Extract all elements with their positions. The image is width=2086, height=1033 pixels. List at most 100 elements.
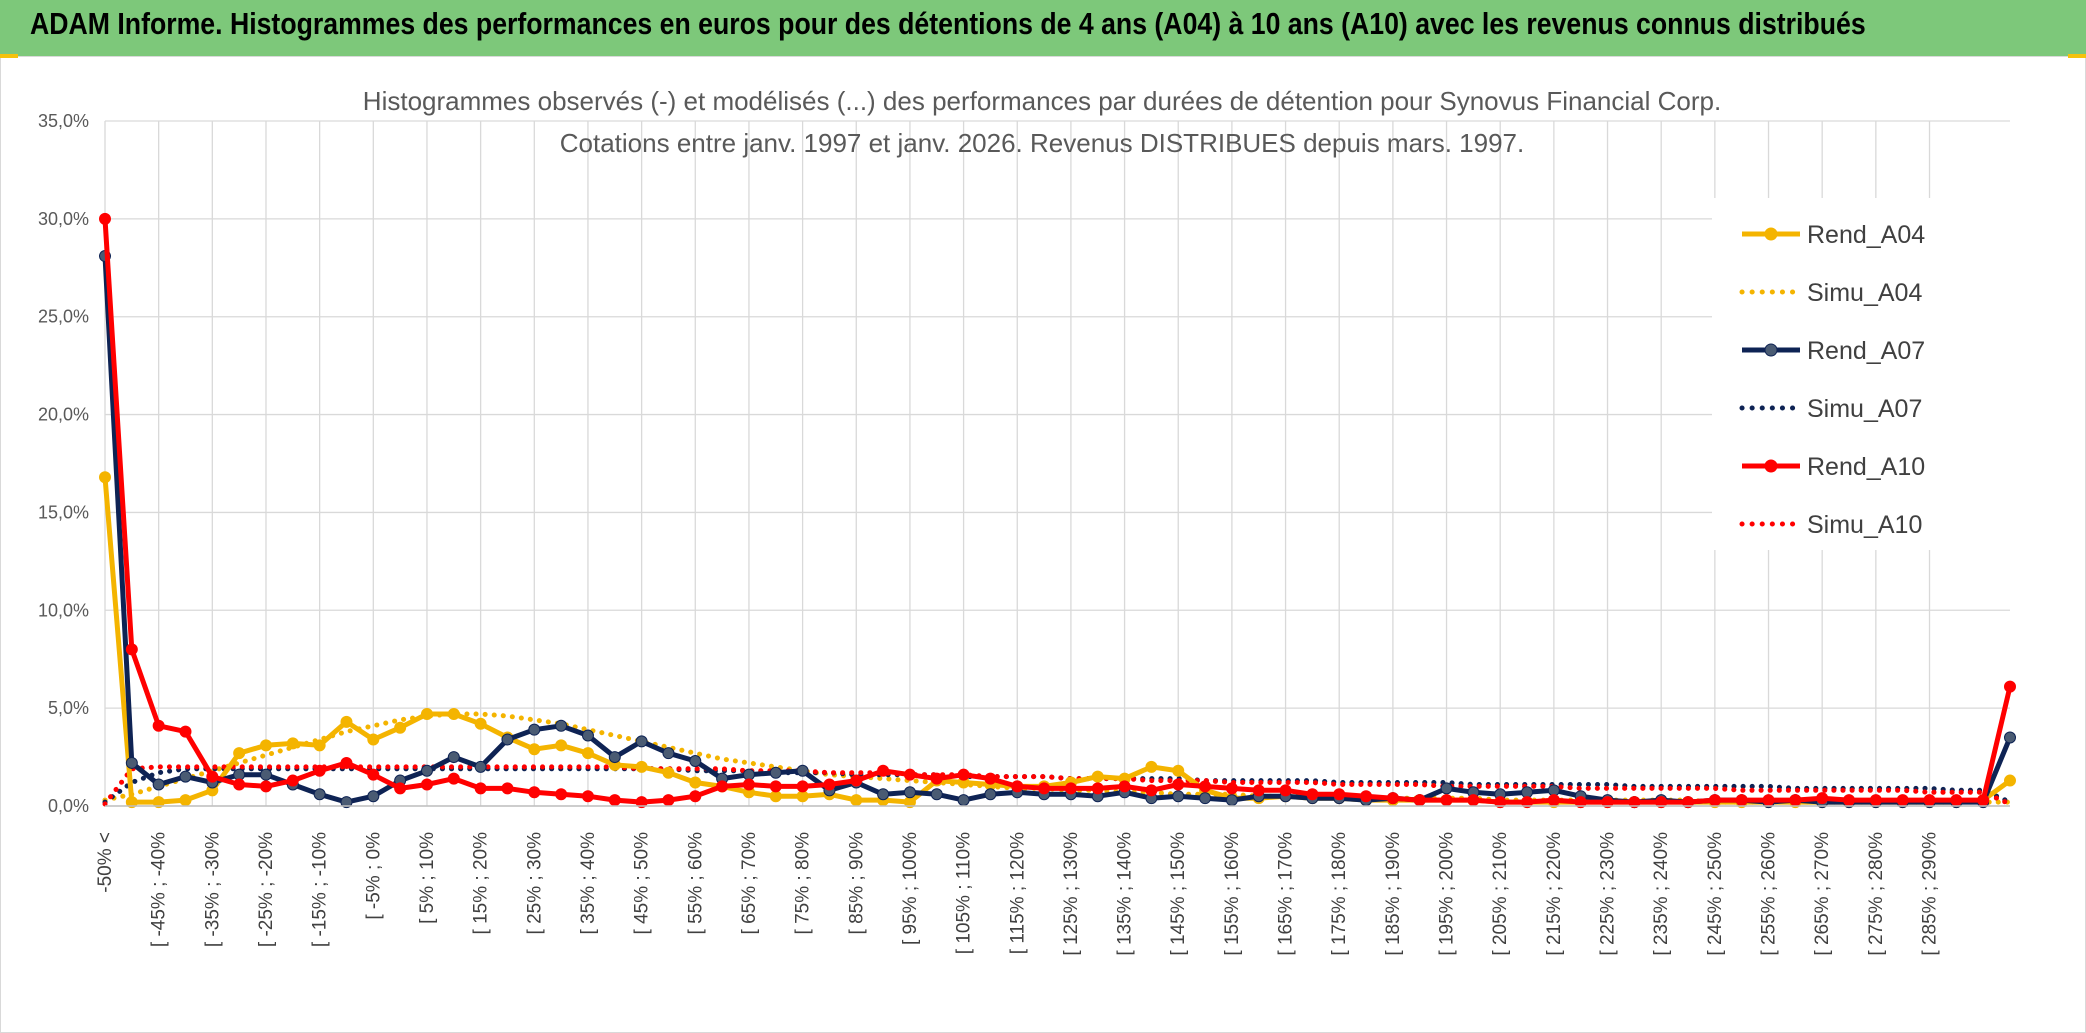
data-point-rend-a10 xyxy=(1601,796,1614,809)
data-point-rend-a07 xyxy=(555,719,568,732)
data-point-rend-a10 xyxy=(179,725,192,738)
data-point-rend-a04 xyxy=(474,717,487,730)
data-point-rend-a10 xyxy=(501,782,514,795)
y-tick-label: 25,0% xyxy=(38,307,89,327)
data-point-rend-a07 xyxy=(125,756,138,769)
x-tick-label: [ 175% ; 180% xyxy=(1329,832,1350,956)
data-point-rend-a10 xyxy=(1789,794,1802,807)
data-point-rend-a10 xyxy=(313,764,326,777)
x-tick-label: [ -35% ; -30% xyxy=(202,832,223,947)
data-point-rend-a10 xyxy=(1923,794,1936,807)
data-point-rend-a10 xyxy=(742,778,755,791)
data-point-rend-a04 xyxy=(367,733,380,746)
data-point-rend-a10 xyxy=(1225,782,1238,795)
data-point-rend-a10 xyxy=(125,643,138,656)
data-point-rend-a07 xyxy=(1440,782,1453,795)
data-point-rend-a10 xyxy=(1199,780,1212,793)
data-point-rend-a07 xyxy=(2004,731,2016,744)
corner-mark-left xyxy=(0,54,18,58)
corner-mark-right xyxy=(2068,54,2086,58)
data-point-rend-a07 xyxy=(1225,794,1238,807)
data-point-rend-a10 xyxy=(259,780,272,793)
data-point-rend-a10 xyxy=(823,778,836,791)
data-point-rend-a10 xyxy=(1494,796,1507,809)
data-point-rend-a10 xyxy=(1360,790,1373,803)
legend-swatch-marker xyxy=(1764,459,1778,473)
data-point-rend-a10 xyxy=(1172,778,1185,791)
data-point-rend-a07 xyxy=(984,788,997,801)
header-banner: ADAM Informe. Histogrammes des performan… xyxy=(0,0,2086,57)
data-point-rend-a10 xyxy=(1655,796,1668,809)
data-point-rend-a04 xyxy=(662,766,675,779)
data-point-rend-a10 xyxy=(957,768,970,781)
x-tick-label: [ 185% ; 190% xyxy=(1383,832,1404,956)
x-tick-label: [ -15% ; -10% xyxy=(310,832,331,947)
data-point-rend-a04 xyxy=(152,796,165,809)
data-point-rend-a04 xyxy=(420,708,433,721)
data-point-rend-a10 xyxy=(1896,794,1909,807)
x-tick-label: [ 95% ; 100% xyxy=(900,832,921,945)
data-point-rend-a07 xyxy=(903,786,916,799)
data-point-rend-a04 xyxy=(447,708,460,721)
axis-layer: 0,0% 5,0% 10,0% 15,0% 20,0% 25,0% 30,0% 35,0% -5… xyxy=(38,111,2010,956)
data-point-rend-a10 xyxy=(1762,794,1775,807)
data-point-rend-a07 xyxy=(608,751,621,764)
data-point-rend-a10 xyxy=(1091,782,1104,795)
x-tick-label: [ 85% ; 90% xyxy=(846,832,867,935)
data-point-rend-a07 xyxy=(179,770,192,783)
data-point-rend-a10 xyxy=(1628,796,1641,809)
data-point-rend-a10 xyxy=(1413,794,1426,807)
legend-label: Rend_A04 xyxy=(1807,221,1925,249)
x-tick-label: [ 155% ; 160% xyxy=(1222,832,1243,956)
data-point-rend-a04 xyxy=(313,739,326,752)
data-point-rend-a10 xyxy=(394,782,407,795)
data-point-rend-a07 xyxy=(1199,792,1212,805)
report-title: ADAM Informe. Histogrammes des performan… xyxy=(30,6,1866,41)
data-point-rend-a10 xyxy=(1333,788,1346,801)
data-point-rend-a07 xyxy=(340,796,353,809)
legend-swatch-marker xyxy=(1764,343,1778,357)
data-point-rend-a07 xyxy=(447,751,460,764)
data-point-rend-a10 xyxy=(1950,794,1963,807)
chart-subtitle: Cotations entre janv. 1997 et janv. 2026… xyxy=(560,128,1524,158)
x-tick-label: [ 275% ; 280% xyxy=(1866,832,1887,956)
legend-swatch-marker xyxy=(1764,227,1778,241)
data-point-rend-a07 xyxy=(662,747,675,760)
data-point-rend-a10 xyxy=(1521,796,1534,809)
data-point-rend-a10 xyxy=(447,772,460,785)
data-point-rend-a10 xyxy=(233,778,246,791)
data-point-rend-a04 xyxy=(179,794,192,807)
data-point-rend-a10 xyxy=(850,774,863,787)
legend-label: Simu_A04 xyxy=(1807,279,1922,307)
data-point-rend-a10 xyxy=(689,790,702,803)
data-point-rend-a07 xyxy=(474,760,487,773)
x-tick-label: [ -5% ; 0% xyxy=(363,832,384,920)
data-point-rend-a10 xyxy=(662,794,675,807)
data-point-rend-a10 xyxy=(930,772,943,785)
x-tick-label: [ 25% ; 30% xyxy=(524,832,545,935)
x-tick-label: [ 215% ; 220% xyxy=(1544,832,1565,956)
data-point-rend-a04 xyxy=(99,471,111,484)
data-point-rend-a04 xyxy=(689,776,702,789)
legend-label: Rend_A07 xyxy=(1807,337,1925,365)
x-tick-label: [ 265% ; 270% xyxy=(1812,832,1833,956)
data-point-rend-a10 xyxy=(1574,796,1587,809)
x-tick-label: [ 55% ; 60% xyxy=(685,832,706,935)
legend: Rend_A04 Simu_A04 Rend_A07 Simu_A07 Rend_A10… xyxy=(1739,221,1925,539)
data-point-rend-a10 xyxy=(796,780,809,793)
y-tick-label: 10,0% xyxy=(38,600,89,620)
data-point-rend-a07 xyxy=(420,764,433,777)
chart-title: Histogrammes observés (-) et modélisés (… xyxy=(363,86,1721,116)
data-point-rend-a07 xyxy=(313,788,326,801)
x-tick-label: [ -45% ; -40% xyxy=(149,832,170,947)
data-point-rend-a04 xyxy=(1091,770,1104,783)
data-point-rend-a10 xyxy=(340,756,353,769)
data-point-rend-a10 xyxy=(1118,780,1131,793)
data-point-rend-a04 xyxy=(286,737,299,750)
data-point-rend-a07 xyxy=(528,723,541,736)
legend-label: Rend_A10 xyxy=(1807,453,1925,481)
data-point-rend-a04 xyxy=(635,760,648,773)
legend-background xyxy=(1712,198,2012,550)
x-tick-label: [ 105% ; 110% xyxy=(954,832,975,954)
x-tick-label: [ 45% ; 50% xyxy=(632,832,653,935)
